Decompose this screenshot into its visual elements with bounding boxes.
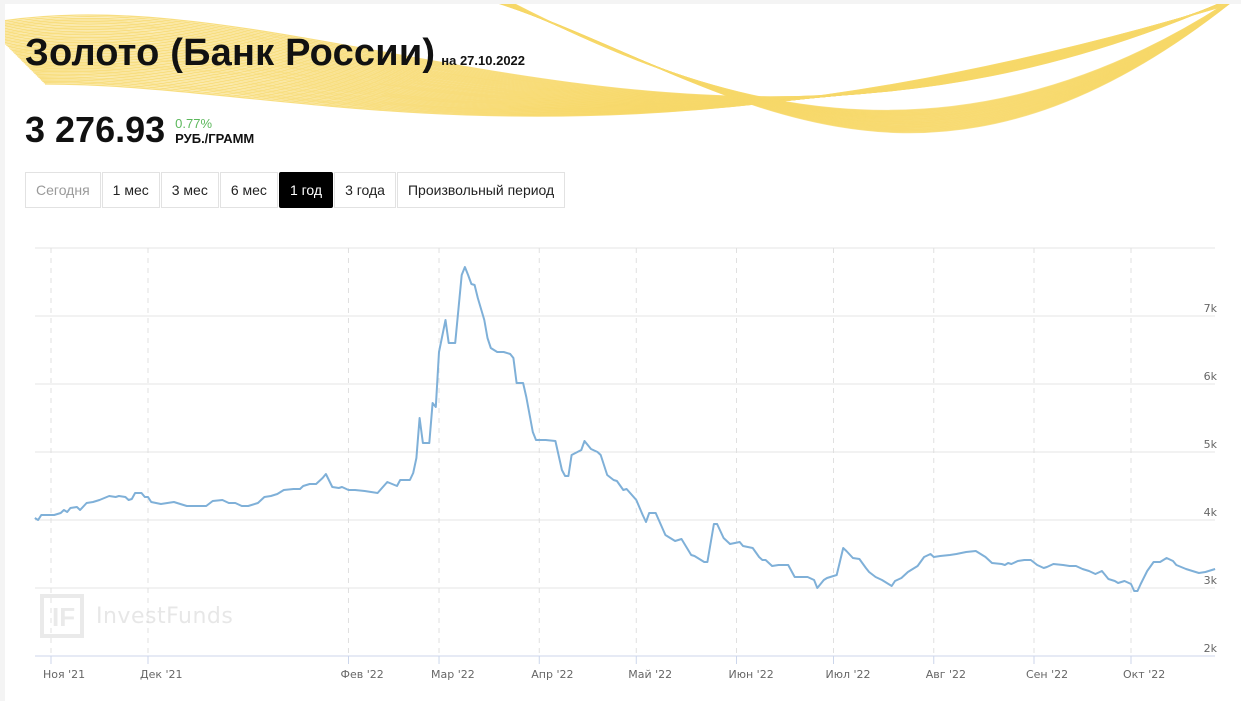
page-title: Золото (Банк России) (25, 32, 436, 74)
watermark-text: InvestFunds (96, 603, 234, 629)
x-axis-label: Фев '22 (340, 668, 383, 681)
period-selector: Сегодня 1 мес 3 мес 6 мес 1 год 3 года П… (25, 172, 566, 208)
period-3-months-button[interactable]: 3 мес (160, 172, 219, 208)
period-3-years-button[interactable]: 3 года (334, 172, 396, 208)
y-axis-label: 6k (1204, 370, 1218, 383)
x-axis-label: Авг '22 (926, 668, 966, 681)
price-line-chart[interactable]: 2k 3k 4k 5k 6k 7k Ноя '21 Дек '21 Фев '22 Мар '22… (5, 240, 1241, 701)
as-of-date: на 27.10.2022 (441, 53, 526, 68)
x-axis-label: Дек '21 (140, 668, 183, 681)
x-axis-label: Ноя '21 (43, 668, 85, 681)
y-axis-label: 4k (1204, 506, 1218, 519)
x-axis-label: Июн '22 (729, 668, 774, 681)
investfunds-logo-icon: IF (40, 594, 84, 638)
y-axis-label: 7k (1204, 302, 1218, 315)
period-custom-button[interactable]: Произвольный период (396, 172, 566, 208)
x-axis-label: Сен '22 (1026, 668, 1068, 681)
price-row: 3 276.93 0.77% РУБ./ГРАММ (25, 112, 254, 148)
price-meta: 0.77% РУБ./ГРАММ (175, 117, 254, 148)
period-1-month-button[interactable]: 1 мес (101, 172, 160, 208)
price-change: 0.77% (175, 116, 213, 131)
x-axis-label: Апр '22 (531, 668, 573, 681)
title-row: Золото (Банк России) на 27.10.2022 (25, 32, 525, 75)
current-price: 3 276.93 (25, 109, 166, 150)
page: Золото (Банк России) на 27.10.2022 3 276… (5, 4, 1241, 701)
x-axis-label: Мар '22 (431, 668, 475, 681)
y-axis-label: 3k (1204, 574, 1218, 587)
x-axis-label: Июл '22 (826, 668, 871, 681)
period-6-months-button[interactable]: 6 мес (219, 172, 278, 208)
x-axis-label: Май '22 (628, 668, 672, 681)
price-unit: РУБ./ГРАММ (175, 131, 255, 146)
y-axis-label: 2k (1204, 642, 1218, 655)
y-axis-label: 5k (1204, 438, 1218, 451)
x-axis-label: Окт '22 (1123, 668, 1165, 681)
investfunds-watermark: IF InvestFunds (40, 594, 233, 638)
price-series-line[interactable] (34, 266, 1216, 592)
period-today-button[interactable]: Сегодня (25, 172, 101, 208)
period-1-year-button[interactable]: 1 год (278, 172, 334, 208)
